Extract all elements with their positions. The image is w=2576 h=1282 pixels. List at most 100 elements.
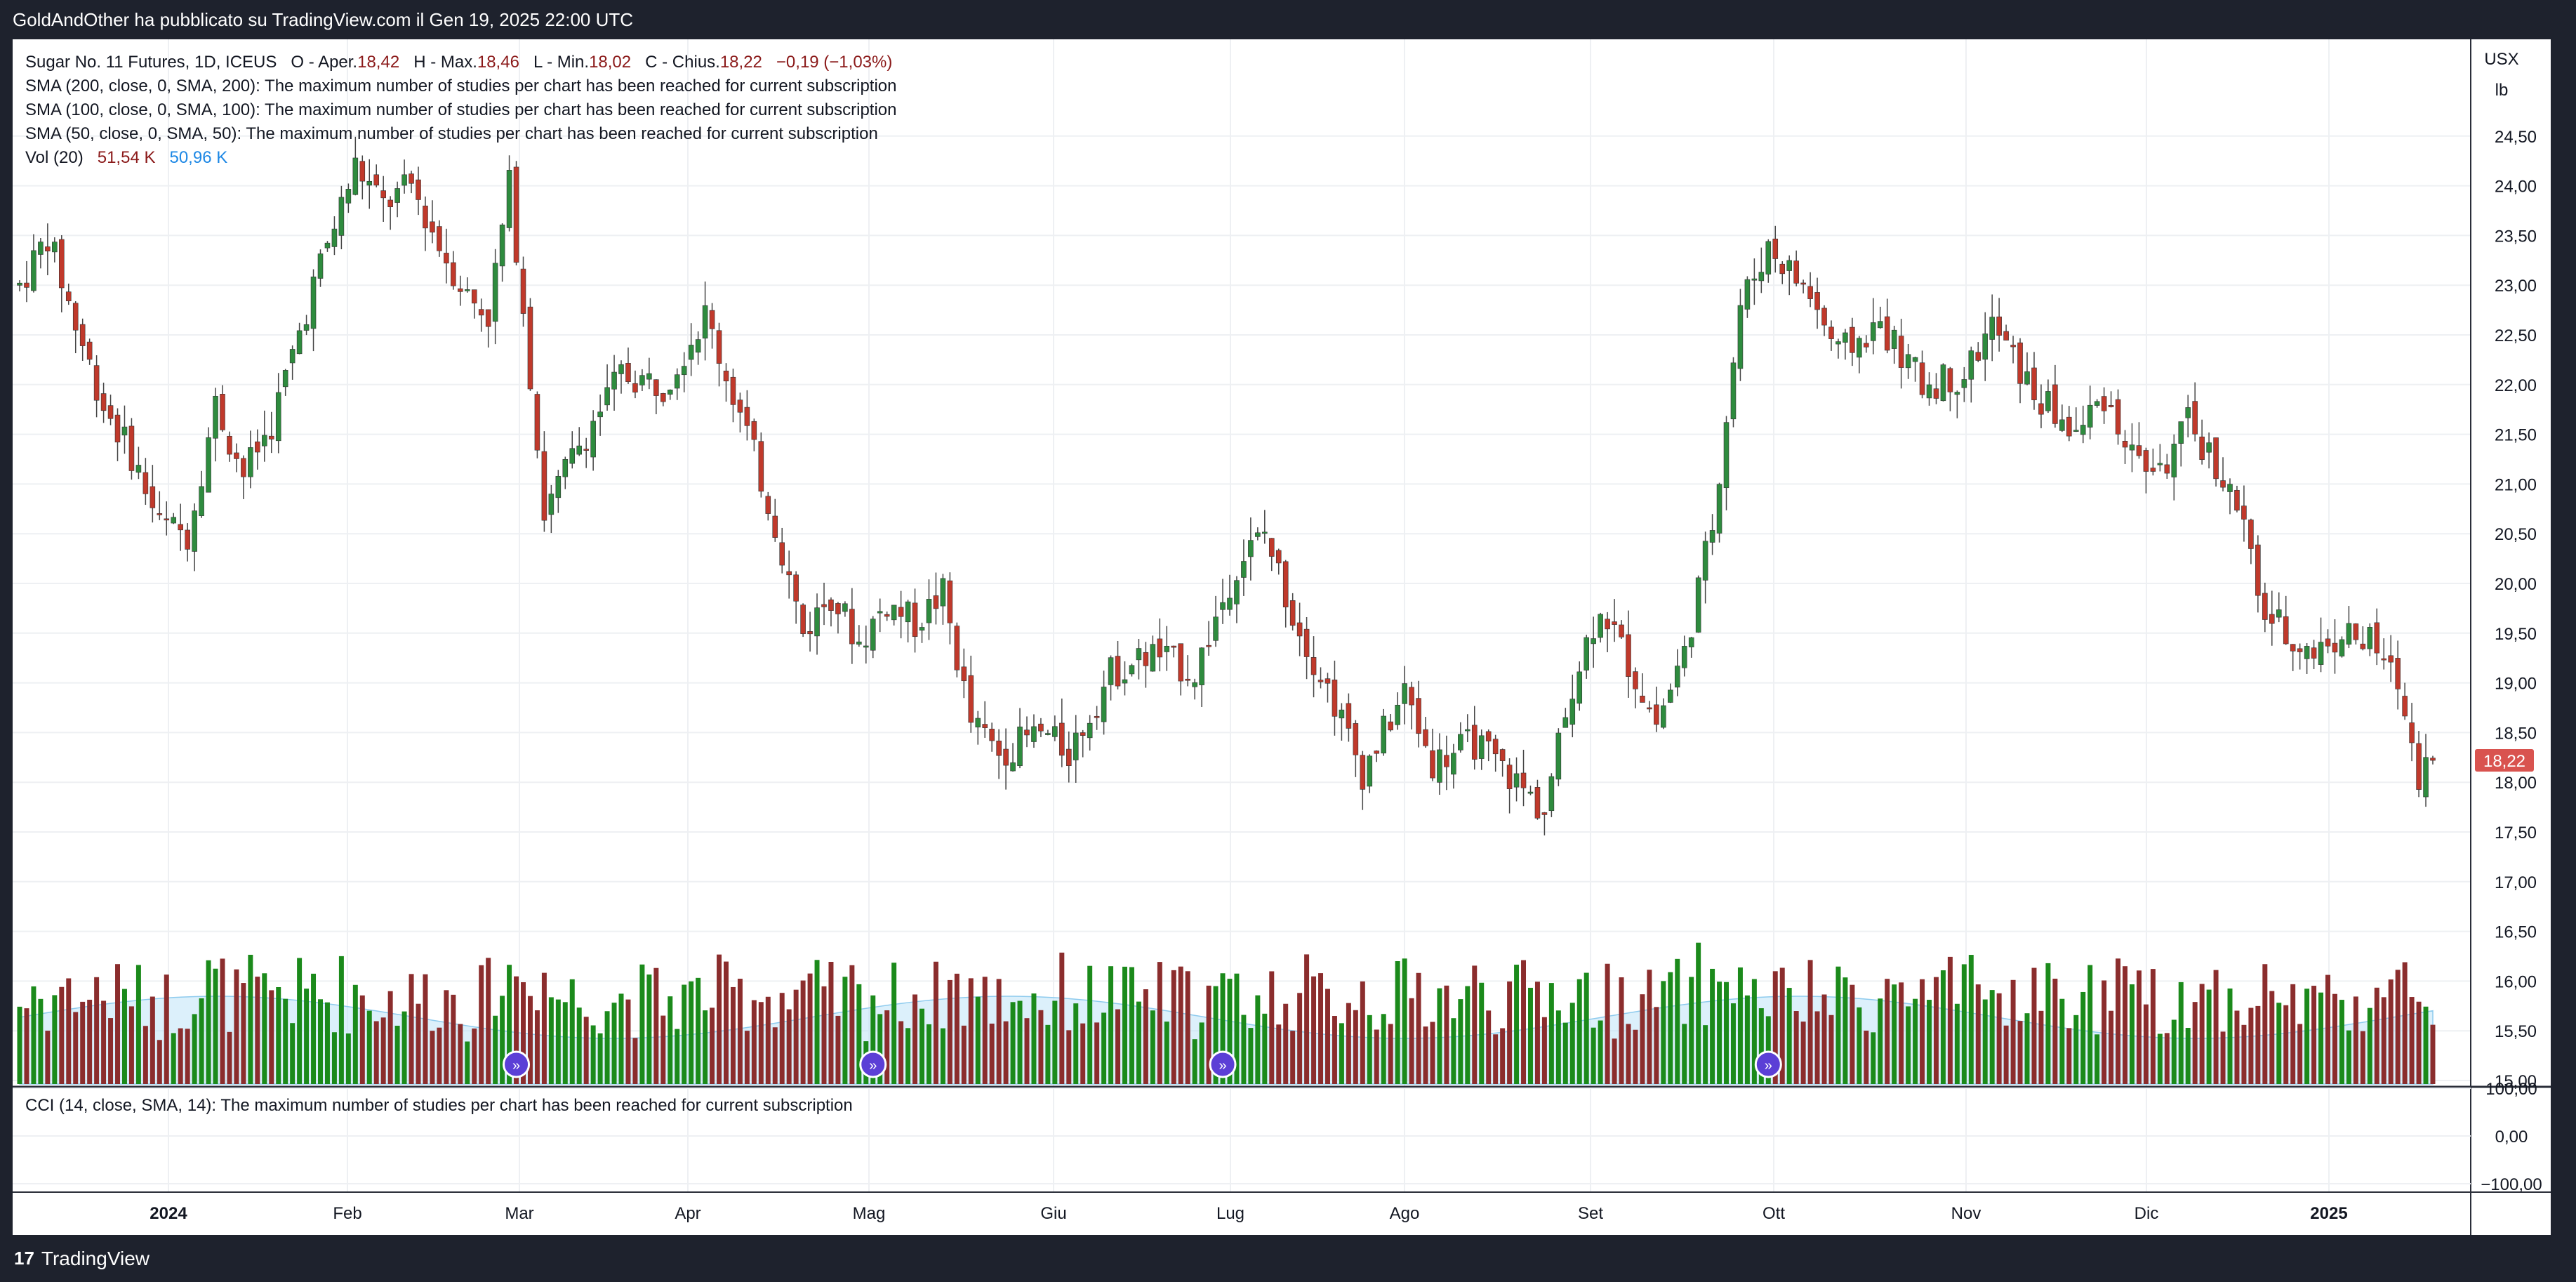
candle	[1598, 614, 1603, 638]
volume-bar	[1521, 960, 1527, 1084]
volume-bar	[2367, 1007, 2372, 1084]
brand-name[interactable]: TradingView	[41, 1247, 150, 1269]
candle	[863, 645, 869, 648]
candle	[1129, 665, 1135, 675]
candle	[1534, 787, 1541, 819]
candle	[100, 393, 107, 411]
volume-bar	[401, 1011, 407, 1084]
event-marker-icon[interactable]: »	[503, 1050, 531, 1078]
chart-panel[interactable]: » » » » USX lb 24,50 24,00 23,50 23,00 22,50 22,00 2…	[13, 39, 2551, 1235]
candle	[1605, 619, 1610, 630]
candle	[52, 242, 58, 253]
volume-bar	[1024, 1018, 1030, 1084]
candle	[1520, 772, 1527, 788]
volume-bar	[1136, 1001, 1141, 1084]
volume-bar	[185, 1029, 190, 1084]
candle	[723, 371, 729, 382]
volume-bar	[2116, 958, 2121, 1084]
event-marker-icon[interactable]: »	[1209, 1050, 1237, 1078]
candle	[234, 452, 239, 459]
candle	[1185, 678, 1190, 681]
volume-bar	[1913, 998, 1918, 1084]
volume-bar	[717, 954, 722, 1084]
volume-bar	[31, 986, 36, 1084]
tradingview-logo-icon[interactable]: 17	[14, 1248, 34, 1269]
candle	[255, 441, 260, 453]
candle	[1975, 352, 1981, 361]
volume-bar	[1534, 982, 1540, 1084]
volume-bar	[318, 999, 323, 1084]
candle	[681, 366, 687, 376]
candle	[387, 199, 393, 208]
candle	[604, 387, 610, 406]
candle	[576, 445, 583, 455]
volume-bar	[1724, 982, 1729, 1084]
volume-bar	[1605, 963, 1610, 1084]
volume-bar	[465, 1041, 470, 1084]
candle	[1884, 316, 1890, 351]
cci-legend[interactable]: CCI (14, close, SMA, 14): The maximum nu…	[25, 1096, 853, 1115]
volume-bar	[821, 986, 827, 1084]
candle	[1353, 723, 1359, 755]
price-tick-label: 20,00	[2495, 575, 2537, 594]
event-marker-icon[interactable]: »	[1754, 1050, 1782, 1078]
candle	[779, 542, 785, 566]
volume-bar	[1367, 1015, 1372, 1084]
volume-bar	[121, 989, 127, 1084]
event-marker-icon[interactable]: »	[859, 1050, 887, 1078]
candle	[2094, 401, 2100, 406]
volume-bar	[331, 1032, 337, 1084]
volume-bar	[1807, 960, 1813, 1084]
volume-bar	[682, 984, 687, 1084]
candle	[261, 435, 267, 447]
candle	[2227, 484, 2233, 492]
candle	[2346, 623, 2352, 645]
candle	[2360, 643, 2366, 649]
candle	[1912, 357, 1918, 362]
volume-bar	[1129, 967, 1134, 1084]
volume-bar	[1682, 1024, 1687, 1084]
volume-bar	[940, 1028, 945, 1084]
volume-bar	[500, 996, 505, 1084]
volume-bar	[933, 961, 938, 1084]
candle	[2038, 403, 2044, 415]
volume-bar	[961, 1025, 967, 1084]
candle	[1786, 260, 1792, 271]
volume-legend[interactable]: Vol (20) 51,54 K 50,96 K	[25, 146, 896, 170]
volume-bar	[1514, 965, 1520, 1084]
volume-bar	[17, 1006, 22, 1084]
chart-canvas[interactable]: » » » » USX lb 24,50 24,00 23,50 23,00 22,50 22,00 2…	[13, 39, 2551, 1235]
symbol-legend-row[interactable]: Sugar No. 11 Futures, 1D, ICEUS O - Aper…	[25, 51, 896, 74]
volume-bar	[1486, 1010, 1492, 1084]
volume-bar	[2136, 970, 2142, 1084]
volume-bar	[1115, 1009, 1121, 1084]
sma200-legend[interactable]: SMA (200, close, 0, SMA, 200): The maxim…	[25, 77, 897, 95]
candle	[2374, 622, 2380, 654]
sma100-legend[interactable]: SMA (100, close, 0, SMA, 100): The maxim…	[25, 100, 897, 119]
volume-bar	[521, 982, 526, 1084]
volume-bar	[2045, 963, 2051, 1084]
candle	[65, 291, 72, 301]
volume-bar	[423, 974, 428, 1084]
candle	[317, 253, 324, 279]
event-marker-circle	[1754, 1050, 1782, 1078]
event-marker-glyph: »	[869, 1058, 877, 1073]
volume-bar	[1626, 1024, 1631, 1084]
symbol-title[interactable]: Sugar No. 11 Futures, 1D, ICEUS	[25, 53, 277, 72]
price-tick-label: 15,50	[2495, 1022, 2537, 1041]
candle	[409, 173, 414, 184]
time-tick-label: Ago	[1390, 1204, 1420, 1223]
candle	[2325, 638, 2331, 647]
candle	[1954, 392, 1960, 395]
candle	[1576, 671, 1583, 704]
high-value: 18,46	[477, 53, 519, 72]
volume-bar	[1199, 1022, 1204, 1084]
sma50-legend[interactable]: SMA (50, close, 0, SMA, 50): The maximum…	[25, 124, 878, 143]
candle	[1227, 597, 1233, 610]
candle	[1835, 341, 1841, 345]
volume-bar	[2360, 1031, 2365, 1084]
volume-bar	[1472, 965, 1478, 1084]
volume-bar	[1087, 965, 1093, 1084]
candle	[814, 607, 820, 637]
volume-bar	[786, 1009, 792, 1084]
